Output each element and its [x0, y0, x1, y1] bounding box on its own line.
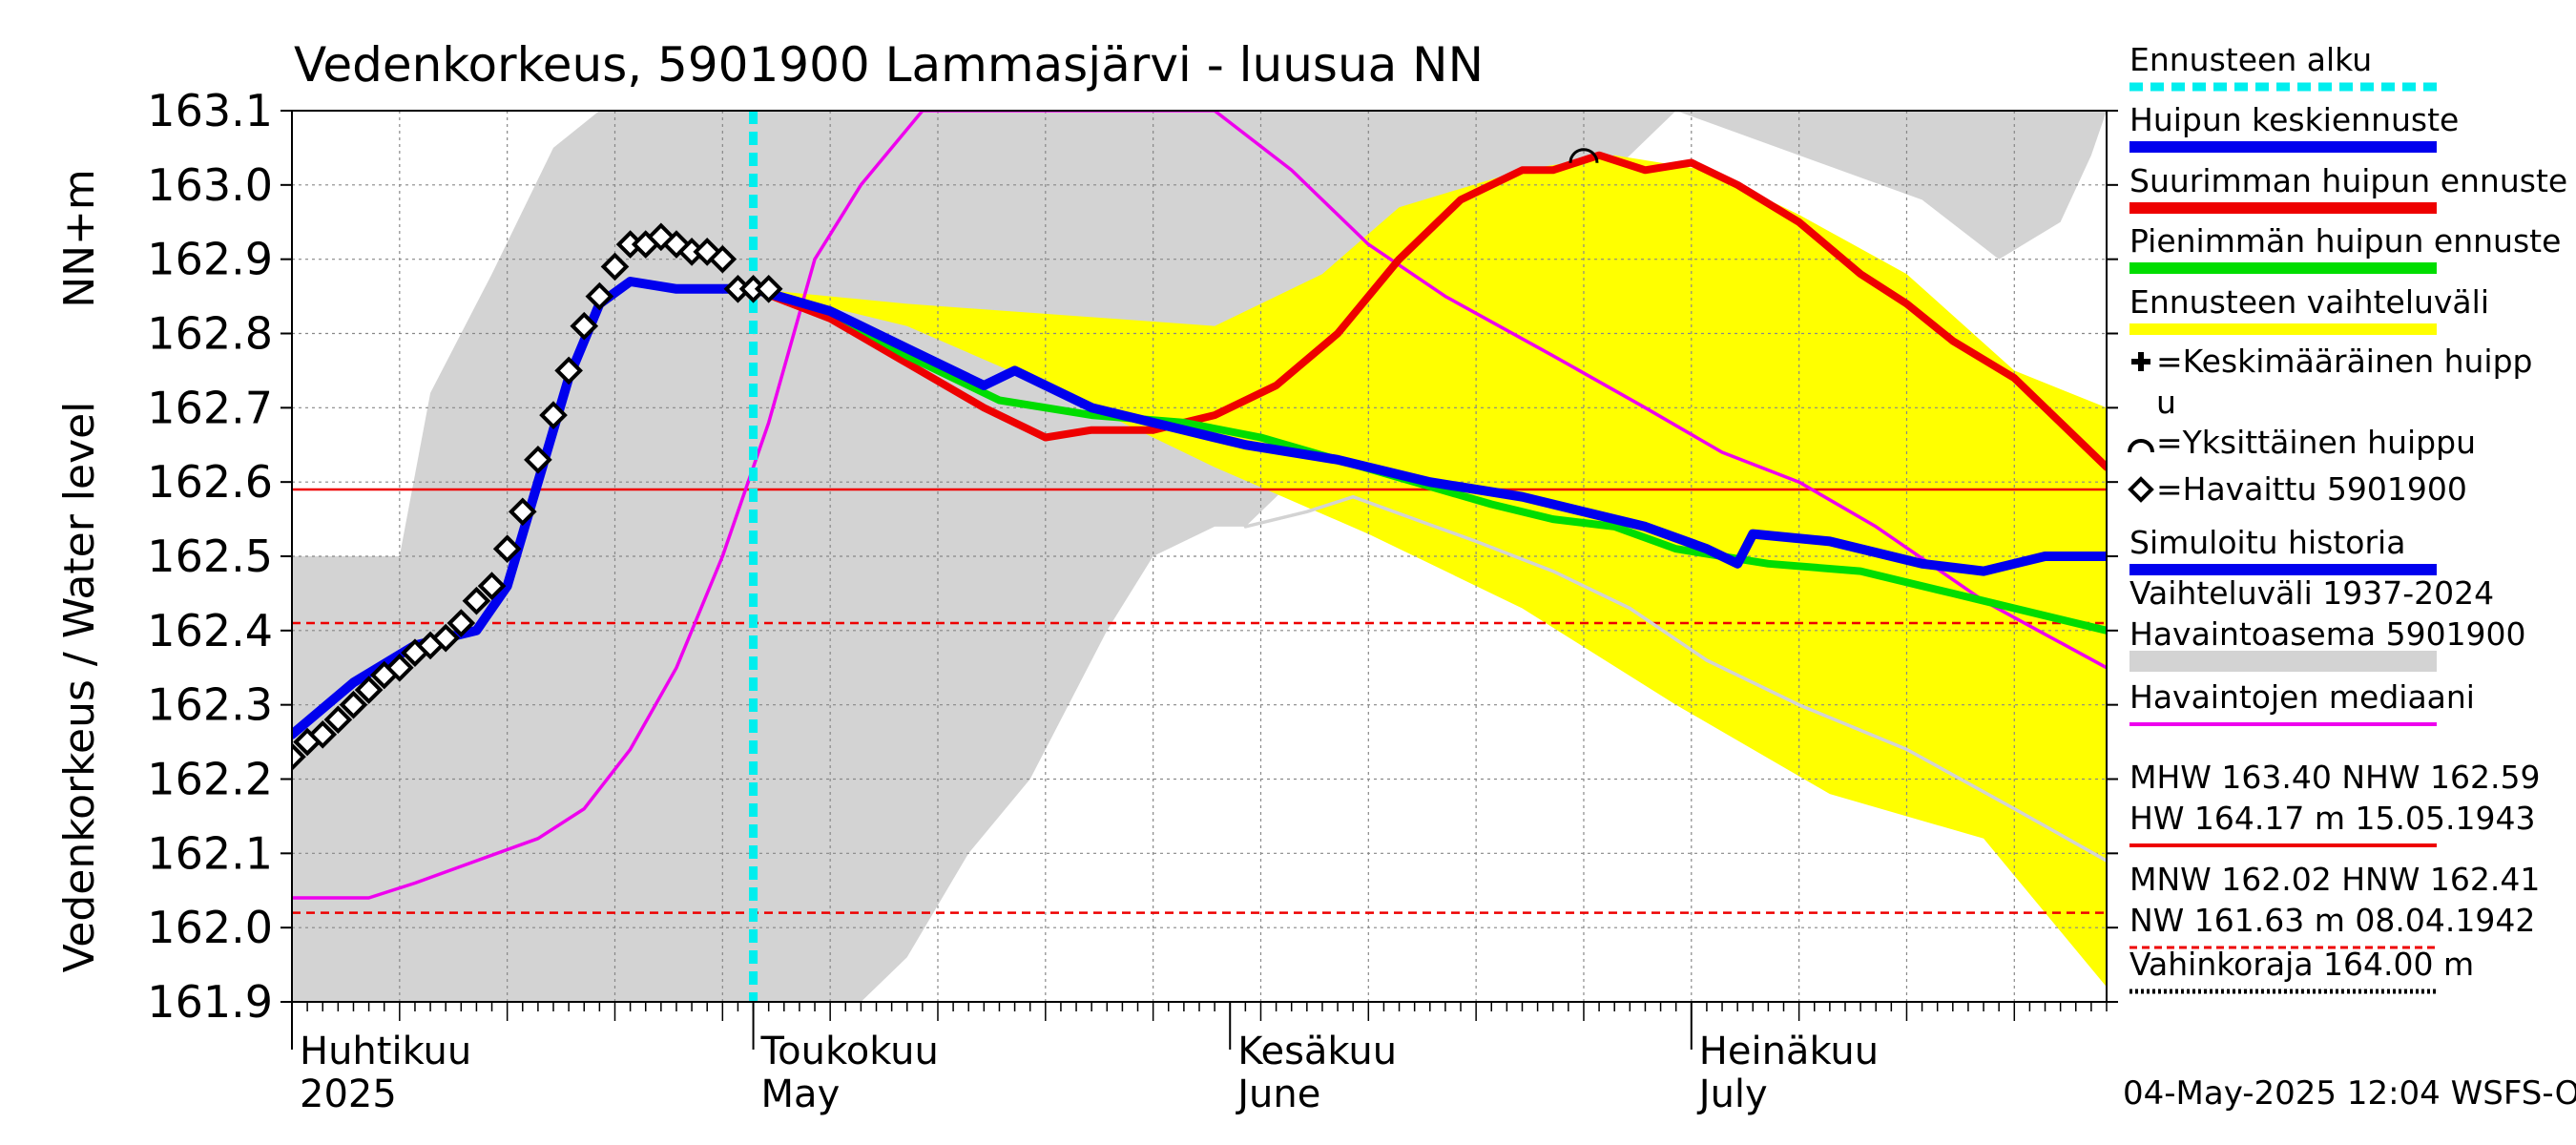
- legend-symbol-arc: [2128, 439, 2154, 453]
- legend-label: =Keskimääräinen huipp: [2156, 343, 2533, 380]
- observed-point: [308, 719, 338, 749]
- month-label: Kesäkuu: [1237, 1030, 1397, 1073]
- legend-label: Vahinkoraja 164.00 m: [2129, 946, 2474, 983]
- y-tick-label: 162.3: [147, 679, 273, 731]
- legend-label: Huipun keskiennuste: [2129, 101, 2459, 138]
- chart-title: Vedenkorkeus, 5901900 Lammasjärvi - luus…: [294, 37, 1484, 93]
- observed-point: [492, 534, 522, 564]
- y-tick-label: 162.8: [147, 308, 273, 360]
- observed-point: [477, 572, 507, 600]
- legend-label: Simuloitu historia: [2129, 524, 2405, 561]
- y-axis-unit-label: NN+m: [55, 169, 104, 308]
- legend-label: Suurimman huipun ennuste: [2129, 162, 2567, 199]
- series-line: [292, 277, 2107, 739]
- observed-point: [431, 623, 461, 653]
- legend-symbol-diamond: [2128, 476, 2154, 503]
- y-tick-label: 162.5: [147, 531, 273, 582]
- month-label-en: July: [1696, 1072, 1768, 1116]
- legend-label-2: NW 161.63 m 08.04.1942: [2129, 902, 2535, 939]
- month-label: Heinäkuu: [1699, 1030, 1879, 1073]
- observed-point: [508, 497, 537, 527]
- timestamp-footer: 04-May-2025 12:04 WSFS-O: [2123, 1074, 2576, 1113]
- observed-point: [600, 252, 630, 281]
- legend-label-2: u: [2156, 384, 2176, 421]
- legend-label-2: HW 164.17 m 15.05.1943: [2129, 800, 2535, 837]
- legend-label: Havaintojen mediaani: [2129, 678, 2475, 716]
- legend-label: Ennusteen vaihteluväli: [2129, 283, 2489, 321]
- observed-point: [292, 742, 306, 771]
- y-tick-label: 162.4: [147, 605, 273, 656]
- month-label-en: 2025: [300, 1072, 397, 1116]
- series-line: [749, 284, 2107, 635]
- band-d3d3d3: [292, 111, 2107, 1002]
- band-ffff00: [753, 155, 2107, 988]
- y-tick-label: 162.1: [147, 827, 273, 879]
- observed-point: [354, 676, 384, 704]
- observed-point: [585, 281, 614, 311]
- month-label: Toukokuu: [760, 1030, 939, 1073]
- series-line: [1243, 494, 2107, 863]
- series-line: [292, 111, 2107, 900]
- legend-label: MHW 163.40 NHW 162.59: [2129, 759, 2540, 796]
- observed-point: [447, 609, 476, 637]
- observed-point: [754, 274, 783, 303]
- observed-point: [647, 222, 675, 252]
- legend-label: Pienimmän huipun ennuste: [2129, 222, 2561, 260]
- y-tick-label: 163.0: [147, 159, 273, 211]
- observed-point: [524, 445, 552, 474]
- peak-marker: [1568, 148, 1599, 163]
- legend-label: MNW 162.02 HNW 162.41: [2129, 861, 2540, 898]
- observed-point: [708, 244, 737, 274]
- y-tick-label: 163.1: [147, 85, 273, 136]
- observed-point: [339, 690, 368, 719]
- observed-point: [323, 705, 353, 735]
- observed-point: [462, 586, 491, 615]
- legend-label: Vaihteluväli 1937-2024: [2129, 574, 2494, 612]
- plot-content: [292, 111, 2107, 1002]
- month-label-en: June: [1235, 1072, 1320, 1116]
- y-tick-label: 161.9: [147, 976, 273, 1028]
- y-tick-label: 162.7: [147, 382, 273, 433]
- legend-label: Ennusteen alku: [2129, 41, 2372, 78]
- legend-label: =Havaittu 5901900: [2156, 470, 2467, 508]
- y-tick-label: 162.0: [147, 902, 273, 953]
- y-tick-label: 162.6: [147, 456, 273, 508]
- y-tick-label: 162.9: [147, 234, 273, 285]
- observed-point: [570, 311, 599, 341]
- month-label: Huhtikuu: [300, 1030, 471, 1073]
- legend-label-2: Havaintoasema 5901900: [2129, 615, 2526, 653]
- month-label-en: May: [761, 1072, 841, 1116]
- observed-point: [539, 401, 568, 429]
- observed-point: [554, 356, 583, 385]
- legend-label: =Yksittäinen huippu: [2156, 424, 2476, 461]
- y-tick-label: 162.2: [147, 754, 273, 805]
- observed-point: [385, 653, 414, 682]
- series-line: [749, 151, 2107, 471]
- y-axis-label: Vedenkorkeus / Water level: [55, 402, 104, 973]
- legend: Ennusteen alku Huipun keskiennuste Suurimm…: [2128, 41, 2567, 994]
